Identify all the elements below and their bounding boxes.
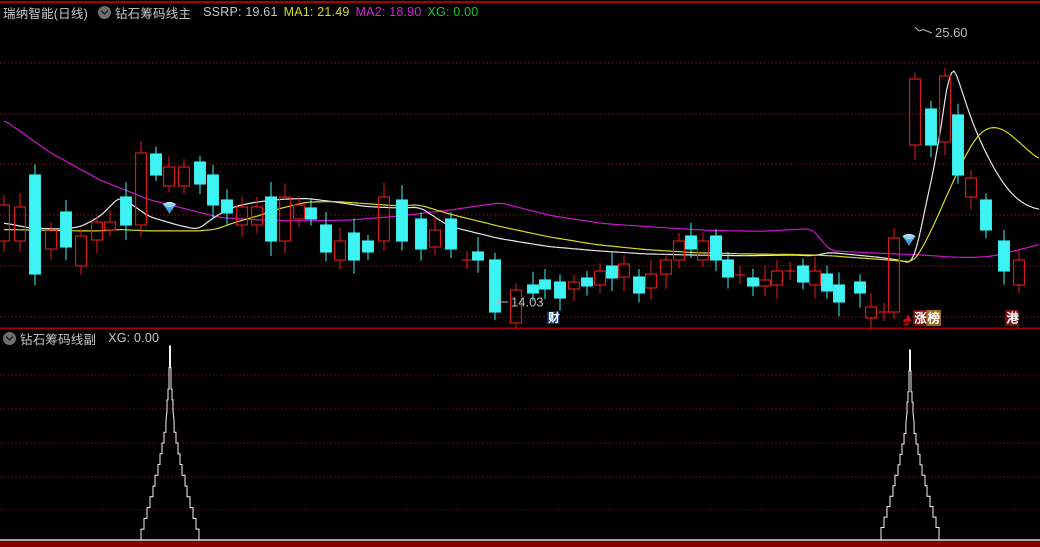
- svg-text:涨: 涨: [914, 310, 927, 325]
- svg-text:S: S: [903, 318, 909, 329]
- svg-text:财: 财: [547, 311, 560, 325]
- svg-text:榜: 榜: [928, 310, 941, 325]
- svg-text:港: 港: [1006, 310, 1019, 325]
- svg-text:25.60: 25.60: [935, 25, 968, 40]
- svg-text:14.03: 14.03: [511, 295, 544, 310]
